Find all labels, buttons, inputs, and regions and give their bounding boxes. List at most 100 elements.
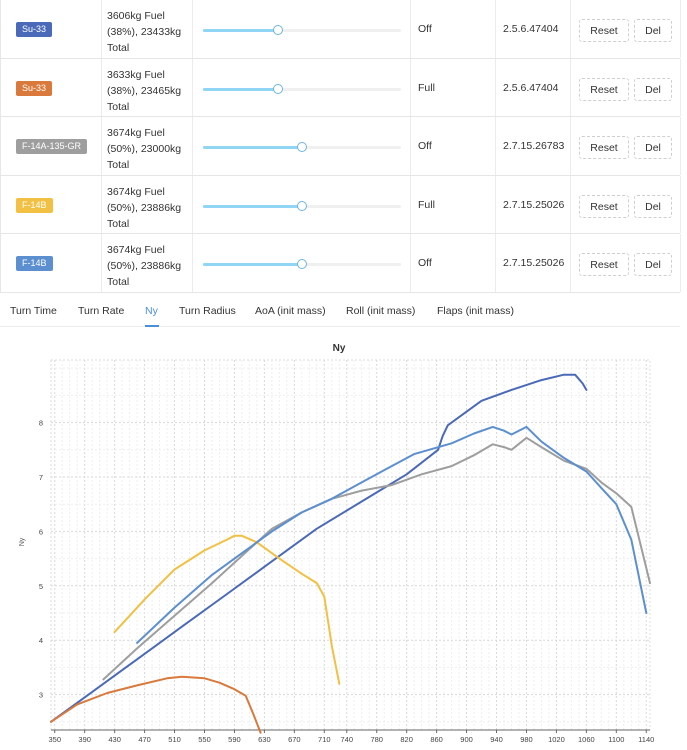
- cell-divider: [495, 117, 496, 175]
- tab-ny[interactable]: Ny: [145, 305, 158, 317]
- fuel-slider[interactable]: [203, 25, 401, 35]
- cell-divider: [570, 117, 571, 175]
- chart-series: [50, 373, 651, 734]
- fuel-slider-handle[interactable]: [297, 259, 307, 270]
- fuel-slider[interactable]: [203, 200, 401, 211]
- tab-turn-radius[interactable]: Turn Radius: [179, 305, 236, 317]
- tab-turn-time[interactable]: Turn Time: [10, 305, 57, 317]
- tab-roll[interactable]: Roll (init mass): [346, 305, 416, 317]
- version-value: 2.7.15.25026: [503, 198, 565, 211]
- x-tick-label: 590: [228, 735, 241, 744]
- cell-divider: [680, 0, 681, 58]
- delete-button[interactable]: Del: [634, 253, 672, 277]
- cell-divider: [570, 58, 571, 117]
- x-tick-label: 550: [198, 735, 211, 744]
- reset-button[interactable]: Reset: [579, 77, 629, 101]
- cell-divider: [680, 117, 681, 175]
- delete-button[interactable]: Del: [634, 19, 672, 42]
- series-line: [50, 373, 588, 723]
- reset-button[interactable]: Reset: [579, 19, 629, 42]
- fuel-slider[interactable]: [203, 83, 401, 94]
- cell-divider: [570, 0, 571, 58]
- x-tick-label: 350: [48, 735, 61, 744]
- fuel-slider-handle[interactable]: [297, 142, 307, 153]
- fuel-line-3: Total: [107, 276, 130, 289]
- cell-divider: [570, 234, 571, 292]
- fuel-info: 3606kg Fuel (38%), 23433kg Total: [107, 8, 191, 56]
- x-tick-label: 630: [258, 735, 271, 744]
- flaps-value: Off: [418, 140, 432, 153]
- fuel-slider-fill: [203, 263, 302, 267]
- x-tick-label: 900: [460, 735, 473, 744]
- cell-divider: [680, 58, 681, 117]
- cell-divider: [680, 234, 681, 292]
- reset-button[interactable]: Reset: [579, 194, 629, 218]
- active-tab-indicator: [145, 325, 159, 327]
- x-tick-label: 780: [370, 735, 383, 744]
- series-line: [113, 534, 341, 685]
- aircraft-row: Su-33 3606kg Fuel (38%), 23433kg Total O…: [0, 0, 681, 59]
- aircraft-badge: F-14B: [16, 256, 53, 272]
- x-tick-label: 860: [430, 735, 443, 744]
- fuel-slider-fill: [203, 29, 279, 32]
- cell-divider: [570, 175, 571, 234]
- cell-divider: [410, 175, 411, 234]
- x-tick-label: 740: [340, 735, 353, 744]
- fuel-info: 3674kg Fuel (50%), 23000kg Total: [107, 125, 191, 173]
- delete-button[interactable]: Del: [634, 77, 672, 101]
- fuel-slider-fill: [203, 204, 302, 208]
- x-tick-label: 940: [490, 735, 503, 744]
- x-tick-label: 1100: [608, 735, 624, 744]
- x-tick-label: 670: [288, 735, 301, 744]
- chart-grid: [50, 359, 651, 731]
- y-tick-label: 6: [39, 527, 43, 536]
- cell-divider: [495, 0, 496, 58]
- fuel-slider[interactable]: [203, 259, 401, 270]
- aircraft-badge: Su-33: [16, 22, 53, 37]
- y-tick-label: 4: [39, 636, 43, 645]
- reset-button[interactable]: Reset: [579, 253, 629, 277]
- flaps-value: Off: [418, 257, 432, 270]
- fuel-line-1: 3674kg Fuel: [107, 127, 165, 140]
- y-axis-label: Ny: [19, 537, 26, 546]
- flaps-value: Full: [418, 198, 435, 211]
- tab-aoa[interactable]: AoA (init mass): [255, 305, 326, 317]
- cell-divider: [495, 58, 496, 117]
- tab-turn-rate[interactable]: Turn Rate: [78, 305, 125, 317]
- cell-divider: [192, 58, 193, 117]
- delete-button[interactable]: Del: [634, 194, 672, 218]
- fuel-slider-handle[interactable]: [273, 83, 284, 94]
- chart-title: Ny: [333, 343, 346, 354]
- fuel-info: 3633kg Fuel (38%), 23465kg Total: [107, 67, 191, 115]
- fuel-slider-handle[interactable]: [273, 25, 284, 35]
- tab-flaps[interactable]: Flaps (init mass): [437, 305, 515, 317]
- fuel-line-3: Total: [107, 159, 130, 172]
- series-line: [102, 436, 651, 681]
- series-line: [136, 425, 648, 644]
- cell-divider: [101, 175, 102, 234]
- aircraft-row: Su-33 3633kg Fuel (38%), 23465kg Total F…: [0, 58, 681, 118]
- cell-divider: [495, 175, 496, 234]
- fuel-line-1: 3674kg Fuel: [107, 244, 165, 257]
- reset-button[interactable]: Reset: [579, 136, 629, 160]
- version-value: 2.5.6.47404: [503, 81, 559, 94]
- chart-tabs: Turn Time Turn Rate Ny Turn Radius AoA (…: [0, 297, 680, 327]
- y-tick-label: 5: [39, 582, 43, 591]
- ny-chart: Ny Ny 350 390 430 470 510 550 590 630 670 710 740 7…: [19, 343, 654, 744]
- x-tick-label: 710: [318, 735, 331, 744]
- fuel-line-3: Total: [107, 100, 130, 113]
- cell-divider: [410, 58, 411, 117]
- chart-axes: 350 390 430 470 510 550 590 630 670 710 740 780 820 8…: [39, 419, 654, 744]
- fuel-line-2: (50%), 23000kg: [107, 143, 182, 156]
- version-value: 2.5.6.47404: [503, 23, 559, 35]
- x-tick-label: 1140: [638, 735, 654, 744]
- fuel-slider-handle[interactable]: [297, 200, 307, 211]
- fuel-line-2: (38%), 23465kg: [107, 84, 182, 97]
- cell-divider: [192, 175, 193, 234]
- fuel-line-1: 3606kg Fuel: [107, 10, 165, 22]
- cell-divider: [192, 0, 193, 58]
- fuel-line-1: 3633kg Fuel: [107, 68, 165, 81]
- fuel-slider[interactable]: [203, 142, 401, 153]
- fuel-slider-fill: [203, 87, 279, 91]
- delete-button[interactable]: Del: [634, 136, 672, 160]
